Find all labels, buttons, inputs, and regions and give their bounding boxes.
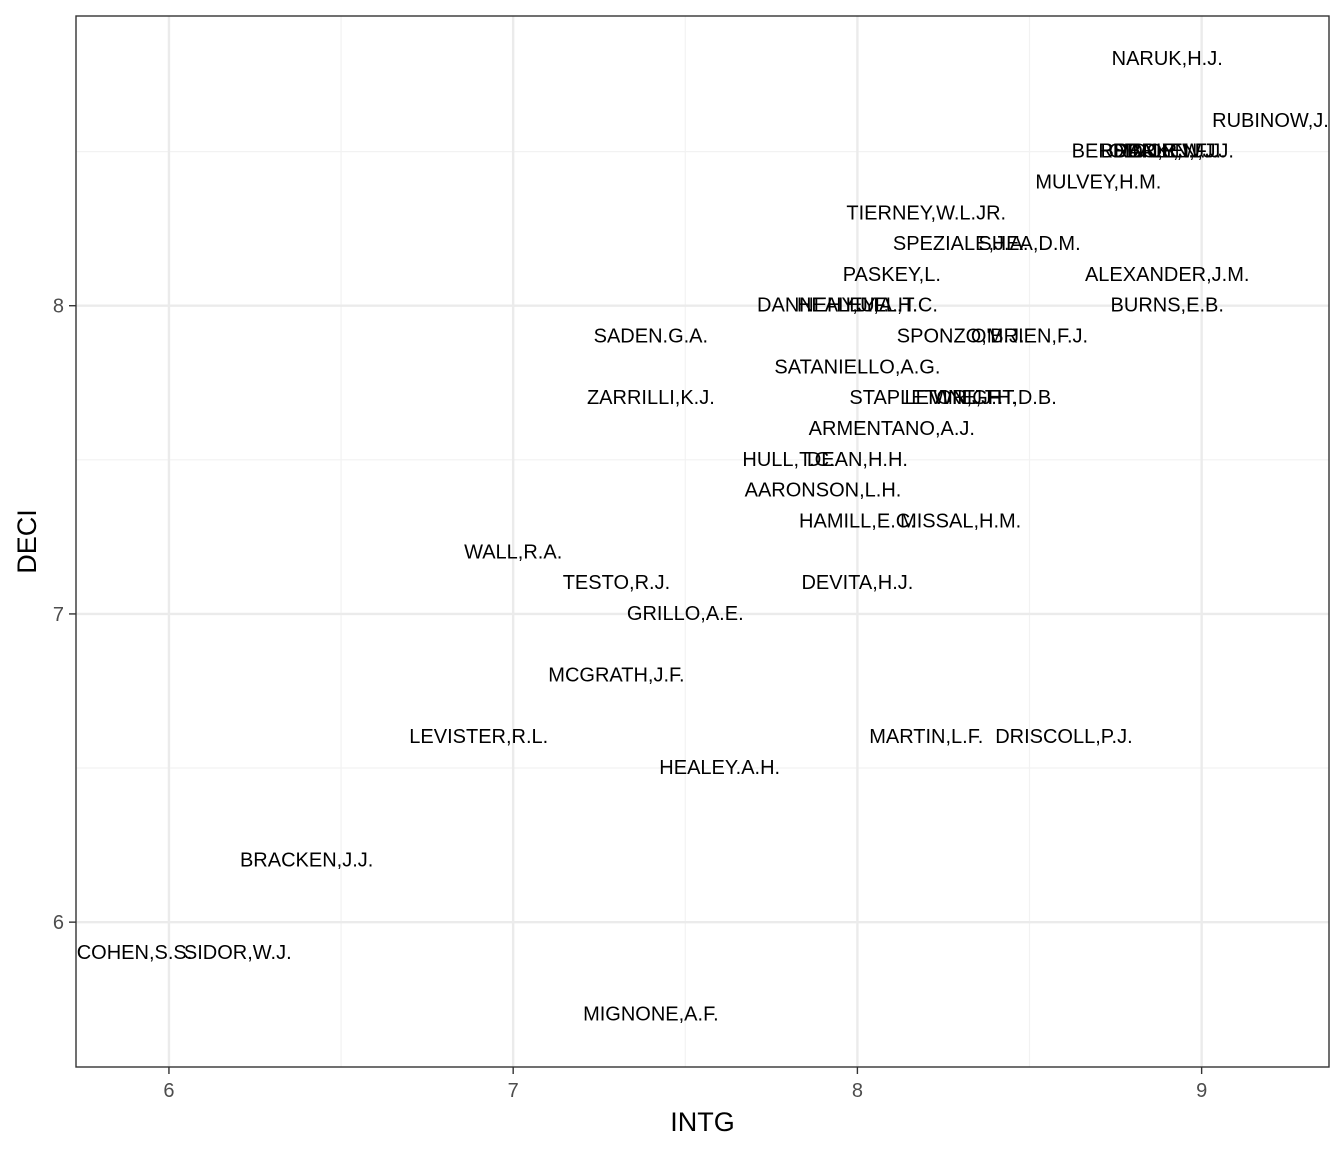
point-label: GRILLO,A.E. [627,603,744,625]
point-label: COHEN,S.S. [77,942,193,964]
point-label: SPEZIALE,J.A. [893,233,1029,255]
point-label: MARTIN,L.F. [869,726,983,748]
x-tick-label: 7 [508,1080,519,1102]
point-label: SIDOR,W.J. [1113,141,1221,163]
point-label: SPONZO,M.J. [897,326,1025,348]
point-label: HEALEY.A.H. [659,757,780,779]
point-label: MULVEY,H.M. [1035,171,1161,193]
point-label: O'BRIEN,F.J. [971,326,1088,348]
point-label: O'BRIEN,F.J. [1109,141,1226,163]
point-label: DEAN,H.H. [807,449,908,471]
point-label: WALL,R.A. [464,541,562,563]
y-tick-label: 8 [53,296,64,318]
point-label: HULL,T.C. [846,295,938,317]
x-axis-title: INTG [670,1107,735,1137]
point-label: NARUK,H.J. [1112,48,1223,70]
point-label: TESTO,R.J. [563,572,670,594]
point-label: WRIGHT,D.B. [933,387,1056,409]
point-label: RUBINOW,J. [1212,110,1329,132]
axes: 6 7 8 9 6 7 8 [53,296,1207,1102]
y-tick-label: 7 [53,604,64,626]
point-label: MISSAL,H.M. [900,510,1021,532]
point-labels: NARUK,H.J.RUBINOW,J.BERDON,R.I.SIDOR,W.J… [77,48,1329,1025]
point-label: ALEXANDER,J.M. [1085,264,1249,286]
point-label: BRACKEN,J.J. [1101,141,1234,163]
point-label: SIDOR,W.J. [184,942,292,964]
x-tick-label: 6 [163,1080,174,1102]
point-label: HAMILL,E.C. [799,510,916,532]
point-label: DRISCOLL,P.J. [995,726,1132,748]
x-tick-label: 9 [1196,1080,1207,1102]
gridlines [76,16,1329,1067]
point-label: BERDON,R.I. [1072,141,1194,163]
point-label: DEVITA,H.J. [801,572,913,594]
point-label: ARMENTANO,A.J. [809,418,975,440]
point-label: LEVISTER,R.L. [409,726,548,748]
x-tick-label: 8 [852,1080,863,1102]
y-tick-label: 6 [53,912,64,934]
point-label: LEVINE,J.H. [905,387,1017,409]
point-label: BURNS,E.B. [1111,295,1224,317]
point-label: SHEA,D.M. [978,233,1080,255]
point-label: BRACKEN,J.J. [240,849,373,871]
point-label: HEALEY,A.H. [797,295,918,317]
point-label: DANNEHY,J.F. [757,295,889,317]
point-label: MIGNONE,A.F. [583,1004,719,1026]
point-label: ZARRILLI,K.J. [587,387,715,409]
point-label: DALY,J.J. [1125,141,1210,163]
point-label: HULL,T.C. [742,449,834,471]
point-label: AARONSON,L.H. [745,480,902,502]
point-label: MCGRATH,J.F. [548,665,684,687]
y-axis-title: DECI [12,509,42,574]
point-label: PASKEY,L. [843,264,941,286]
point-label: SATANIELLO,A.G. [774,356,940,378]
point-label: STAPLETON,J.F. [849,387,1003,409]
point-label: TIERNEY,W.L.JR. [846,202,1006,224]
panel-border [75,15,1330,1068]
point-label: SADEN.G.A. [594,326,708,348]
